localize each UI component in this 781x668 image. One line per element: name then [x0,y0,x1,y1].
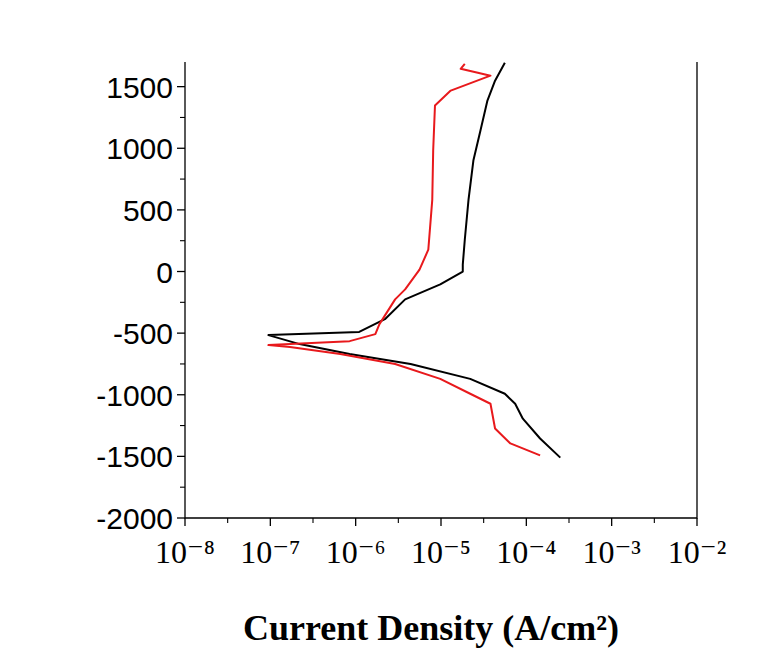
x-minor-tick [483,518,484,523]
x-tick-label: 10⁻⁷ [240,534,300,570]
y-tick [177,332,185,333]
y-tick [177,148,185,149]
x-tick [696,518,697,526]
x-tick [440,518,441,526]
plot-area [268,63,560,458]
x-minor-tick [398,518,399,523]
x-axis-label: Current Density (A/cm²) [243,608,619,648]
y-minor-tick [180,425,185,426]
y-ticks: -2000 -1500 -1000 -500 0 500 1000 1500 [96,71,185,535]
x-tick-label: 10⁻⁶ [326,534,386,570]
series-line [268,63,560,458]
series-line [268,64,540,456]
y-minor-tick [180,117,185,118]
y-tick [177,517,185,518]
x-tick-label: 10⁻⁴ [496,534,556,570]
x-tick [270,518,271,526]
y-tick-label: -2000 [96,502,173,535]
y-tick-label: -1500 [96,440,173,473]
x-minor-tick [312,518,313,523]
y-tick-label: 500 [123,194,173,227]
y-minor-tick [180,302,185,303]
y-tick-label: -1000 [96,379,173,412]
y-minor-tick [180,179,185,180]
y-tick [177,394,185,395]
x-tick [184,518,185,526]
chart-root: 10⁻⁸ 10⁻⁷ 10⁻⁶ 10⁻⁵ 10⁻⁴ 10⁻³ 10⁻² -2000 -1500 -1… [0,0,781,668]
y-minor-tick [180,487,185,488]
y-tick-label: 1000 [106,132,173,165]
x-minor-tick [654,518,655,523]
y-tick-label: 1500 [106,71,173,104]
y-minor-tick [180,240,185,241]
x-tick-label: 10⁻² [668,534,726,570]
x-tick-label: 10⁻³ [582,534,640,570]
x-ticks: 10⁻⁸ 10⁻⁷ 10⁻⁶ 10⁻⁵ 10⁻⁴ 10⁻³ 10⁻² [155,518,726,570]
x-minor-tick [227,518,228,523]
axis-frame [185,62,697,518]
chart: 10⁻⁸ 10⁻⁷ 10⁻⁶ 10⁻⁵ 10⁻⁴ 10⁻³ 10⁻² -2000 -1500 -1… [0,0,781,668]
y-tick-label: 0 [156,256,173,289]
x-tick [355,518,356,526]
y-tick-label: -500 [113,317,173,350]
y-tick [177,209,185,210]
y-minor-tick [180,363,185,364]
x-tick-label: 10⁻⁸ [155,534,215,570]
x-tick [611,518,612,526]
x-tick [526,518,527,526]
y-tick [177,456,185,457]
x-tick-label: 10⁻⁵ [411,534,471,570]
y-tick [177,86,185,87]
x-minor-tick [568,518,569,523]
y-tick [177,271,185,272]
